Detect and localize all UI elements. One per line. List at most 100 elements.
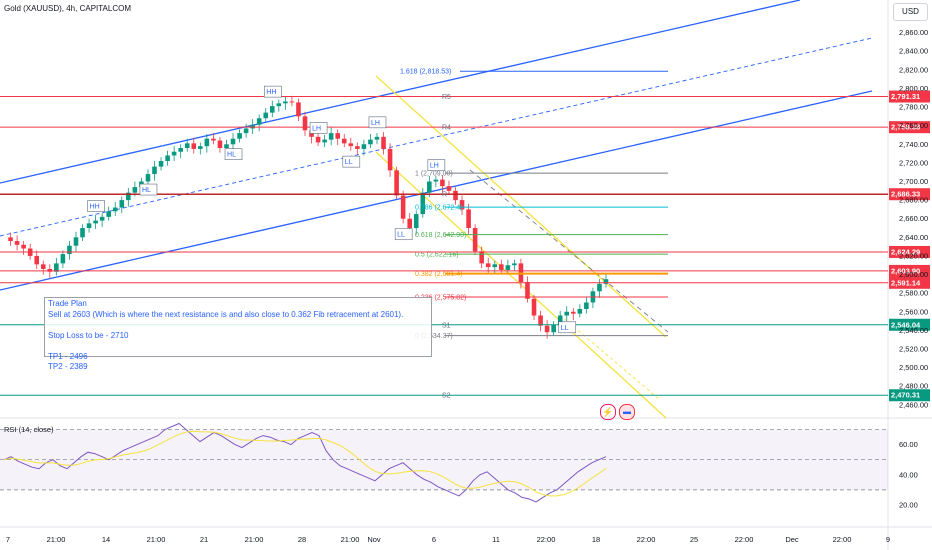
price-tick-label: 2,780.00 <box>899 103 928 112</box>
fib-label: 1 (2,709.00) <box>415 171 453 178</box>
candle-body <box>361 144 367 149</box>
channel-median-line <box>0 37 873 237</box>
candle-body <box>531 298 537 316</box>
fib-label: 0.618 (2,642.90) <box>415 232 466 239</box>
candle-body <box>570 311 576 314</box>
candle-body <box>544 325 550 333</box>
level-price-badge <box>889 245 930 258</box>
time-tick-label: 22:00 <box>735 535 754 544</box>
fib-label: 0.5 (2,622.16) <box>415 252 459 259</box>
candle-body <box>584 302 589 309</box>
time-tick-label: 9 <box>886 535 890 544</box>
candle-body <box>446 186 452 191</box>
fib-label: 0.382 (2,601.4) <box>415 271 462 278</box>
price-tick-label: 2,700.00 <box>899 177 928 186</box>
pivot-label: S2 <box>442 393 451 400</box>
candle-body <box>165 155 170 162</box>
candle-body <box>217 140 223 148</box>
candle-body <box>8 237 13 242</box>
candle-body <box>54 263 59 272</box>
price-tick-label: 2,660.00 <box>899 214 928 223</box>
rsi-tick-label: 20.00 <box>899 500 918 509</box>
time-tick-label: 25 <box>690 535 698 544</box>
fib-label: 0.786 (2,672.4) <box>415 205 462 212</box>
candle-body <box>224 144 229 148</box>
channel-lower-line <box>0 90 873 291</box>
candle-body <box>322 139 327 143</box>
us-flag-icon[interactable]: ▬ <box>619 404 635 420</box>
price-tick-label: 2,500.00 <box>899 363 928 372</box>
candle-body <box>283 101 288 104</box>
candle-body <box>112 207 118 212</box>
candle-body <box>551 324 556 333</box>
level-price-text: 2,624.29 <box>891 247 920 256</box>
projection-dashed-line <box>469 169 669 333</box>
structure-label-box <box>309 122 328 134</box>
candle-body <box>296 102 301 117</box>
level-price-text: 2,470.31 <box>891 391 920 400</box>
structure-label-box <box>87 200 105 212</box>
note-line: Stop Loss to be - 2710 <box>48 330 129 340</box>
time-tick-label: 21:00 <box>47 535 66 544</box>
pivot-label: S1 <box>442 322 451 329</box>
note-line: Sell at 2603 (Which is where the next re… <box>48 309 404 319</box>
time-tick-label: Nov <box>367 535 381 544</box>
structure-label-box <box>224 148 243 160</box>
price-tick-label: 2,720.00 <box>899 158 928 167</box>
structure-label: LL <box>561 325 569 332</box>
structure-label-box <box>427 159 446 171</box>
price-tick-label: 2,680.00 <box>899 196 928 205</box>
note-line: Trade Plan <box>48 299 87 308</box>
candle-body <box>433 179 439 182</box>
fib-label: 0 (2,534.37) <box>415 333 453 340</box>
structure-label-box <box>139 183 158 196</box>
currency-button[interactable]: USD <box>893 3 928 21</box>
candle-body <box>34 255 40 265</box>
candle-body <box>106 211 111 217</box>
price-tick-label: 2,540.00 <box>899 326 928 335</box>
level-price-text: 2,758.38 <box>891 123 920 132</box>
structure-label: LL <box>397 232 405 239</box>
price-tick-label: 2,840.00 <box>899 47 928 56</box>
candle-body <box>328 133 334 140</box>
candle-body <box>60 254 66 264</box>
candle-body <box>577 308 583 314</box>
fib-label: 1.618 (2,818.53) <box>400 69 451 76</box>
candle-body <box>348 143 354 147</box>
candle-body <box>302 116 308 131</box>
candle-body <box>47 268 53 272</box>
note-line <box>48 341 428 352</box>
structure-label-box <box>394 228 413 241</box>
candle-body <box>505 265 511 270</box>
down-channel-upper-line <box>375 75 667 338</box>
time-tick-label: 21:00 <box>341 535 360 544</box>
trade-plan-note[interactable]: Trade Plan Sell at 2603 (Which is where t… <box>44 297 432 371</box>
note-line <box>48 320 428 331</box>
level-price-text: 2,603.90 <box>891 266 920 275</box>
lightning-icon[interactable]: ⚡ <box>600 404 616 420</box>
candle-body <box>243 128 249 134</box>
price-tick-label: 2,460.00 <box>899 400 928 409</box>
candle-body <box>93 220 98 224</box>
candle-body <box>80 228 85 238</box>
price-tick-label: 2,640.00 <box>899 233 928 242</box>
structure-label-box <box>558 321 577 334</box>
candle-body <box>211 138 216 141</box>
time-tick-label: 18 <box>592 535 600 544</box>
candle-body <box>400 195 406 219</box>
time-tick-label: 22:00 <box>637 535 656 544</box>
price-tick-label: 2,520.00 <box>899 345 928 354</box>
level-price-badge <box>889 276 930 289</box>
structure-label: HL <box>142 187 151 194</box>
symbol-title: Gold (XAUUSD), 4h, CAPITALCOM <box>4 4 131 13</box>
candle-body <box>184 143 190 148</box>
candle-body <box>152 166 157 175</box>
time-tick-label: 28 <box>298 535 306 544</box>
rsi-title: RSI (14, close) <box>4 425 54 434</box>
candle-body <box>67 245 72 255</box>
structure-label: HL <box>227 152 236 159</box>
time-tick-label: 21 <box>200 535 208 544</box>
candle-body <box>355 146 360 149</box>
candle-body <box>178 148 183 152</box>
